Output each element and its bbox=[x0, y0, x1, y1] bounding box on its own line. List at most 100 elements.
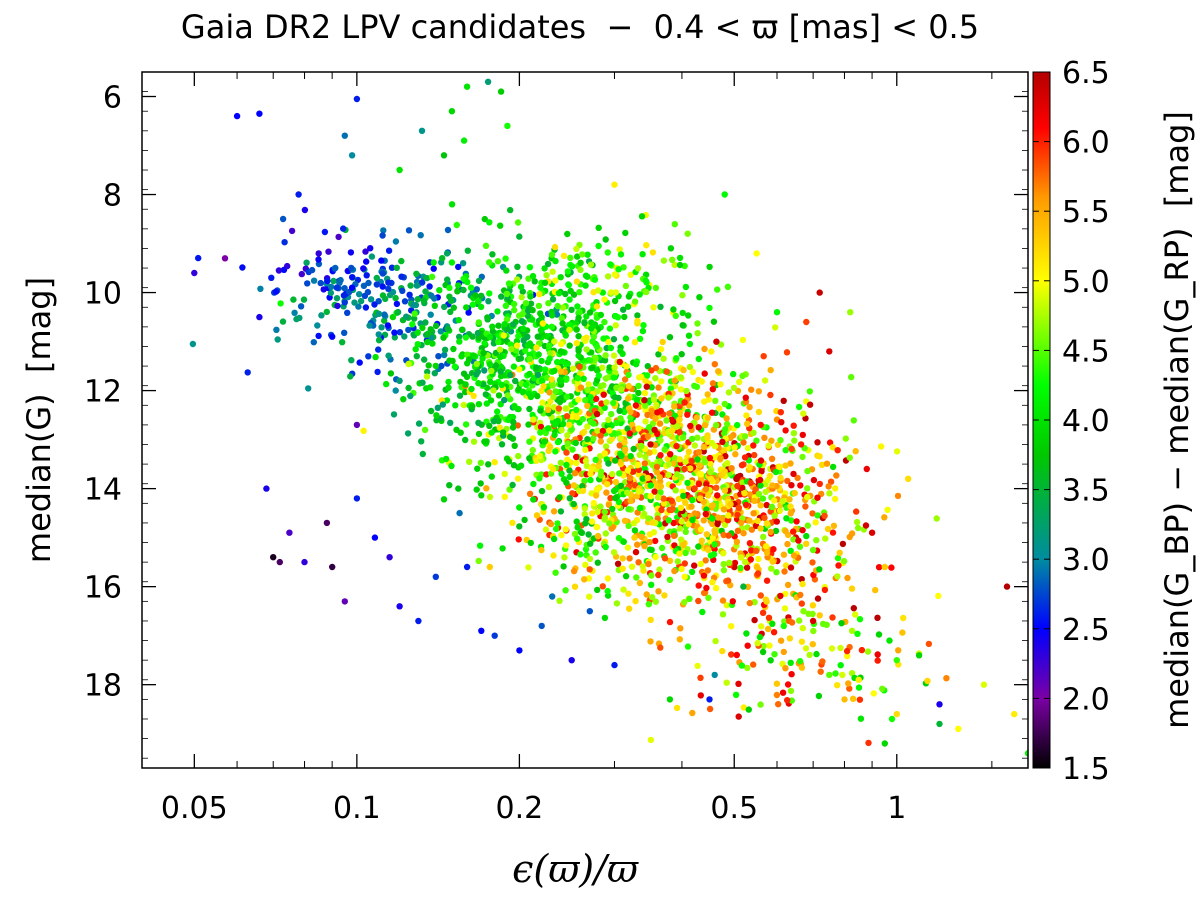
data-point bbox=[645, 515, 652, 522]
data-point bbox=[557, 274, 564, 281]
data-point bbox=[732, 451, 739, 458]
data-point bbox=[593, 486, 601, 493]
data-point bbox=[421, 356, 428, 363]
data-point bbox=[534, 333, 541, 340]
data-point bbox=[536, 475, 543, 482]
data-point bbox=[498, 293, 505, 300]
data-point bbox=[772, 324, 779, 331]
data-point bbox=[814, 494, 821, 501]
data-point bbox=[574, 375, 581, 382]
data-point bbox=[418, 438, 425, 445]
data-point bbox=[834, 573, 841, 580]
data-point bbox=[671, 455, 679, 462]
data-point bbox=[610, 549, 618, 556]
data-point bbox=[556, 398, 564, 406]
data-point bbox=[279, 215, 287, 223]
data-point bbox=[755, 490, 763, 498]
data-point bbox=[684, 230, 691, 237]
data-point bbox=[367, 245, 374, 252]
data-point bbox=[616, 442, 623, 449]
data-point bbox=[586, 608, 593, 615]
data-point bbox=[700, 517, 707, 524]
data-point bbox=[513, 342, 521, 349]
data-point bbox=[570, 482, 578, 489]
data-point bbox=[371, 301, 378, 308]
data-point bbox=[647, 736, 655, 744]
data-point bbox=[314, 322, 321, 329]
data-point bbox=[634, 541, 641, 548]
data-point bbox=[705, 396, 712, 403]
data-point bbox=[486, 259, 493, 266]
data-point bbox=[798, 664, 806, 671]
data-point bbox=[738, 462, 746, 469]
data-point bbox=[586, 357, 594, 364]
data-point bbox=[626, 430, 633, 437]
data-point bbox=[723, 679, 730, 686]
data-point bbox=[681, 573, 688, 580]
data-point bbox=[539, 399, 546, 406]
data-point bbox=[482, 391, 489, 398]
data-point bbox=[857, 715, 865, 722]
data-point bbox=[639, 327, 647, 335]
data-point bbox=[507, 371, 514, 379]
data-point bbox=[886, 637, 893, 644]
data-point bbox=[575, 333, 582, 340]
y-tick-label: 18 bbox=[84, 669, 122, 704]
data-point bbox=[445, 384, 452, 391]
data-point bbox=[458, 353, 465, 360]
data-point bbox=[689, 496, 696, 504]
data-point bbox=[550, 552, 557, 559]
data-point bbox=[756, 476, 764, 484]
data-point bbox=[514, 219, 522, 226]
data-point bbox=[333, 284, 340, 291]
data-point bbox=[649, 519, 656, 526]
data-point bbox=[581, 576, 588, 583]
data-point bbox=[780, 622, 787, 630]
data-point bbox=[304, 280, 311, 287]
data-point bbox=[611, 661, 618, 669]
data-point bbox=[300, 296, 308, 303]
data-point bbox=[626, 474, 634, 482]
data-point bbox=[484, 314, 491, 321]
data-point bbox=[761, 514, 768, 522]
data-point bbox=[680, 541, 687, 549]
data-point bbox=[795, 403, 803, 411]
data-point bbox=[803, 540, 810, 547]
data-point bbox=[640, 322, 647, 329]
data-point bbox=[800, 410, 807, 417]
data-point bbox=[551, 243, 559, 251]
data-point bbox=[691, 485, 698, 492]
data-point bbox=[682, 458, 689, 465]
data-point bbox=[529, 272, 537, 280]
data-point bbox=[757, 592, 764, 599]
data-point bbox=[677, 625, 684, 632]
data-point bbox=[575, 347, 582, 354]
data-point bbox=[777, 637, 785, 644]
data-point bbox=[595, 224, 602, 231]
data-point bbox=[615, 534, 623, 542]
data-point bbox=[602, 443, 610, 450]
data-point bbox=[429, 340, 436, 347]
data-point bbox=[855, 676, 862, 683]
data-point bbox=[382, 295, 389, 303]
data-point bbox=[506, 433, 514, 441]
data-point bbox=[726, 559, 733, 566]
data-point bbox=[633, 493, 640, 500]
data-point bbox=[573, 406, 580, 414]
data-point bbox=[734, 421, 741, 429]
data-point bbox=[753, 563, 761, 571]
data-point bbox=[700, 443, 708, 451]
data-point bbox=[486, 333, 494, 341]
data-point bbox=[453, 426, 460, 433]
data-point bbox=[606, 427, 613, 434]
colorbar-tick-label: 5.5 bbox=[1062, 195, 1110, 230]
data-point bbox=[728, 651, 735, 658]
data-point bbox=[499, 545, 506, 552]
data-point bbox=[733, 538, 741, 545]
data-point bbox=[853, 508, 860, 515]
data-point bbox=[539, 377, 546, 385]
data-point bbox=[529, 307, 536, 314]
data-point bbox=[624, 489, 631, 496]
data-point bbox=[539, 320, 547, 327]
data-point bbox=[650, 304, 657, 311]
